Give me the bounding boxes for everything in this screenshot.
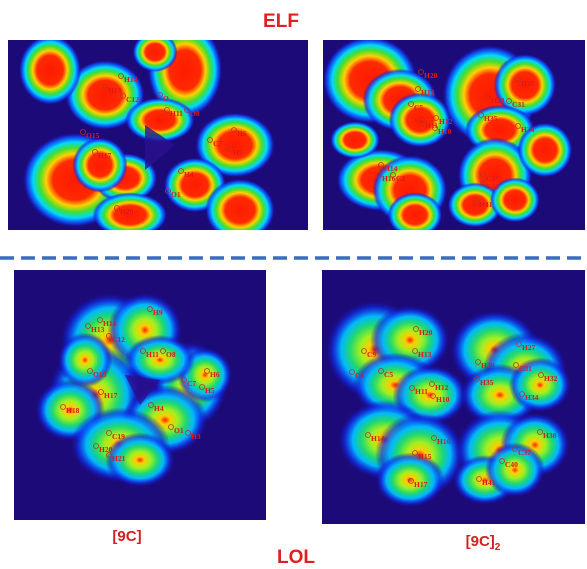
atom-label: H16 [437, 437, 451, 446]
atom-label: C31 [519, 364, 532, 373]
atom-label: H20 [419, 328, 433, 337]
atom-label: H35 [484, 114, 498, 123]
atom-label: H20 [120, 207, 134, 216]
elf-title: ELF [263, 11, 299, 32]
atom-label: C31 [512, 100, 525, 109]
atom-label: O15 [93, 370, 107, 379]
atom-label: H17 [414, 480, 428, 489]
atom-label: H11 [415, 387, 428, 396]
atom-label: O1 [171, 190, 181, 199]
atom-label: O8 [166, 350, 176, 359]
heatmap-panel: H14H13 C12 OH11 O8 H6 C7 H5 O15 H17 H4 O1 H20 [8, 23, 308, 242]
atom-label: H27 [521, 79, 535, 88]
atom-label: H27 [522, 343, 536, 352]
density-blob [375, 453, 445, 508]
atom-label: H17 [104, 391, 118, 400]
atom-label: H14 [371, 434, 385, 443]
density-blob [133, 32, 178, 72]
atom-label: C9 [367, 350, 376, 359]
atom-label: H10 [438, 127, 452, 136]
atom-label: H10 [436, 395, 450, 404]
atom-label: O1 [174, 426, 184, 435]
atom-label: H14 [103, 319, 117, 328]
caption-sub: 2 [495, 542, 501, 553]
atom-label: O1 [355, 371, 365, 380]
atom-label: H4 [184, 170, 194, 179]
caption: [9C] [112, 528, 141, 545]
atom-label: O [163, 94, 169, 103]
atom-label: H13 [108, 86, 122, 95]
atom-label: H11 [170, 109, 183, 118]
caption: [9C]2 [466, 533, 501, 553]
atom-label: H14 [124, 75, 138, 84]
atom-label: C40 [486, 182, 499, 191]
atom-label: H13 [418, 350, 432, 359]
density-blob [205, 179, 275, 242]
atom-label: H6 [237, 129, 247, 138]
atom-label: H21 [112, 454, 126, 463]
atom-label: H4 [154, 404, 164, 413]
atom-label: C2 [396, 174, 405, 183]
atom-label: H41 [482, 478, 496, 487]
density-blob [330, 121, 380, 159]
atom-label: H20 [424, 71, 438, 80]
atom-label: H5 [233, 148, 243, 157]
atom-label: H3 [191, 432, 201, 441]
atom-label: C40 [505, 460, 518, 469]
atom-label: H17 [98, 151, 112, 160]
atom-label: O15 [86, 131, 100, 140]
atom-label: C12 [112, 335, 125, 344]
atom-label: C7 [187, 379, 196, 388]
lol-title: LOL [277, 547, 315, 568]
atom-label: H12 [439, 117, 453, 126]
atom-label: C12 [126, 95, 139, 104]
atom-label: H28 [481, 361, 495, 370]
atom-label: H13 [421, 88, 435, 97]
atom-label: C7 [213, 139, 222, 148]
atom-label: O8 [190, 109, 200, 118]
atom-label: H34 [525, 393, 539, 402]
atom-label: C5 [384, 370, 393, 379]
atom-label: H14 [384, 164, 398, 173]
atom-label: H32 [544, 374, 558, 383]
atom-label: C19 [112, 432, 125, 441]
atom-label: H41 [479, 200, 493, 209]
atom-label: C37 [518, 448, 531, 457]
atom-label: C5 [414, 103, 423, 112]
atom-label: H38 [543, 431, 557, 440]
density-blob [58, 333, 113, 388]
caption-text: [9C] [466, 533, 495, 550]
atom-label: H5 [205, 386, 215, 395]
atom-label: H18 [66, 406, 80, 415]
atom-label: H28 [491, 96, 505, 105]
density-blob [485, 443, 545, 498]
heatmap-panel: H20 C9 H13 O1 C5 H12 H11 H10 H14 H16 H15 H17 H27 H28 C… [322, 270, 585, 524]
atom-label: H16 [382, 174, 396, 183]
atom-label: H12 [435, 383, 449, 392]
atom-label: H15 [418, 452, 432, 461]
atom-label: H9 [153, 308, 163, 317]
atom-label: H34 [521, 125, 535, 134]
atom-label: H6 [210, 370, 220, 379]
atom-label: H35 [480, 378, 494, 387]
atom-label: H13 [91, 325, 105, 334]
density-blob [19, 35, 82, 105]
page: {"title_top": "ELF", "title_bottom": "LO… [0, 0, 587, 569]
density-blob [73, 138, 128, 193]
atom-label: H11 [146, 350, 159, 359]
figure: ELF [9C] [9C]2 LOL H14H13C12OH11O8H6C7H5… [0, 0, 587, 569]
density-blob [388, 193, 443, 238]
